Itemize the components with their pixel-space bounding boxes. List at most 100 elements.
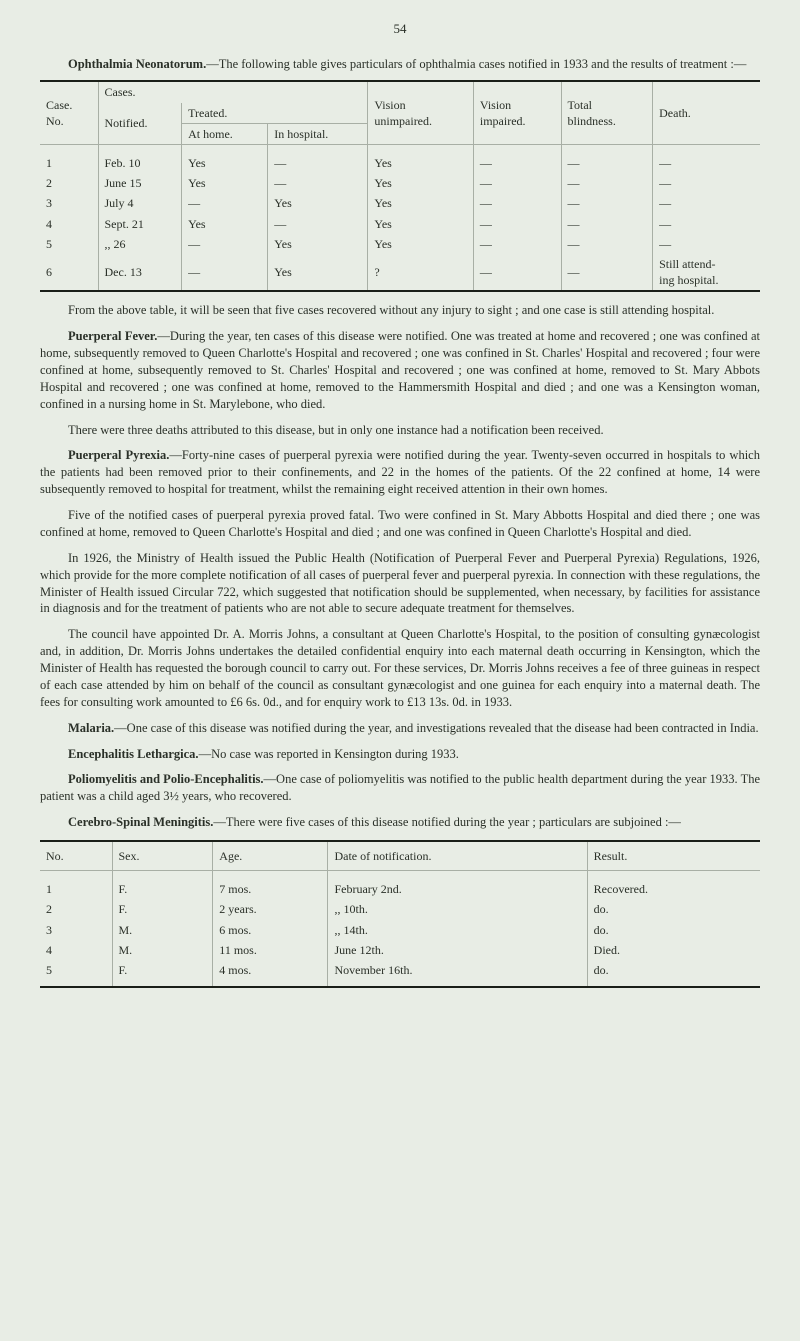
th-cases: Cases.	[98, 81, 368, 102]
table-cell: February 2nd.	[328, 871, 587, 900]
malaria-lead: Malaria.	[68, 721, 114, 735]
table-cell: Yes	[368, 173, 474, 193]
table-cell: M.	[112, 940, 213, 960]
table-cell: M.	[112, 920, 213, 940]
table-cell: —	[653, 193, 760, 213]
table-cell: —	[653, 144, 760, 173]
table-cell: do.	[587, 960, 760, 987]
puerperal-fever-lead: Puerperal Fever.	[68, 329, 157, 343]
ophthalmia-lead: Ophthalmia Neonatorum.	[68, 57, 206, 71]
table-row: 6Dec. 13—Yes?——Still attend- ing hospita…	[40, 254, 760, 291]
table-cell: June 15	[98, 173, 182, 193]
table-cell: 7 mos.	[213, 871, 328, 900]
table-cell: —	[268, 144, 368, 173]
table-cell: —	[473, 214, 561, 234]
puerperal-pyrexia-p1: Puerperal Pyrexia.—Forty-nine cases of p…	[40, 447, 760, 498]
table-cell: Yes	[268, 193, 368, 213]
table-row: 3M.6 mos.,, 14th.do.	[40, 920, 760, 940]
table-cell: 1	[40, 144, 98, 173]
table-cell: Yes	[268, 254, 368, 291]
table-row: 1Feb. 10Yes—Yes———	[40, 144, 760, 173]
table-cell: 2 years.	[213, 899, 328, 919]
table-cell: F.	[112, 871, 213, 900]
table-cell: —	[561, 173, 653, 193]
puerperal-pyrexia-p2: Five of the notified cases of puerperal …	[40, 507, 760, 541]
table-cell: 5	[40, 234, 98, 254]
table-row: 3July 4—YesYes———	[40, 193, 760, 213]
table-cell: July 4	[98, 193, 182, 213]
table-cell: ,, 10th.	[328, 899, 587, 919]
page-number: 54	[40, 20, 760, 38]
table-cell: do.	[587, 920, 760, 940]
table-row: 4Sept. 21Yes—Yes———	[40, 214, 760, 234]
table-cell: Died.	[587, 940, 760, 960]
encephalitis-text: —No case was reported in Kensington duri…	[199, 747, 459, 761]
table-cell: Yes	[368, 234, 474, 254]
table-cell: Still attend- ing hospital.	[653, 254, 760, 291]
table-cell: —	[561, 193, 653, 213]
table-cell: —	[561, 234, 653, 254]
puerperal-pyrexia-lead: Puerperal Pyrexia.	[68, 448, 169, 462]
table-cell: 6	[40, 254, 98, 291]
table-row: 2F.2 years.,, 10th.do.	[40, 899, 760, 919]
table-cell: —	[561, 254, 653, 291]
table-cell: —	[561, 214, 653, 234]
table-cell: F.	[112, 960, 213, 987]
th-total-blind: Total blindness.	[561, 81, 653, 144]
table-cell: Yes	[368, 193, 474, 213]
table-cell: Dec. 13	[98, 254, 182, 291]
table-cell: June 12th.	[328, 940, 587, 960]
table-cell: 4 mos.	[213, 960, 328, 987]
table-cell: 3	[40, 193, 98, 213]
table-row: 4M.11 mos.June 12th.Died.	[40, 940, 760, 960]
table-cell: Yes	[368, 144, 474, 173]
ophthalmia-table: Case. No. Cases. Vision unimpaired. Visi…	[40, 80, 760, 292]
table-cell: 2	[40, 173, 98, 193]
table-cell: 4	[40, 940, 112, 960]
ophthalmia-intro: Ophthalmia Neonatorum.—The following tab…	[40, 56, 760, 73]
th-c-age: Age.	[213, 841, 328, 871]
table-cell: —	[182, 193, 268, 213]
table-cell: ?	[368, 254, 474, 291]
table-cell: 5	[40, 960, 112, 987]
table-cell: —	[561, 144, 653, 173]
table-cell: Yes	[368, 214, 474, 234]
th-at-home: At home.	[182, 123, 268, 144]
th-c-no: No.	[40, 841, 112, 871]
puerperal-fever-p1: Puerperal Fever.—During the year, ten ca…	[40, 328, 760, 412]
cerebro-p1: Cerebro-Spinal Meningitis.—There were fi…	[40, 814, 760, 831]
table-cell: —	[653, 173, 760, 193]
polio-p1: Poliomyelitis and Polio-Encephalitis.—On…	[40, 771, 760, 805]
malaria-p1: Malaria.—One case of this disease was no…	[40, 720, 760, 737]
table-row: 5,, 26—YesYes———	[40, 234, 760, 254]
puerperal-fever-p2: There were three deaths attributed to th…	[40, 422, 760, 439]
encephalitis-p1: Encephalitis Lethargica.—No case was rep…	[40, 746, 760, 763]
th-vision-un: Vision unimpaired.	[368, 81, 474, 144]
th-treated: Treated.	[182, 103, 368, 124]
encephalitis-lead: Encephalitis Lethargica.	[68, 747, 199, 761]
table-cell: 6 mos.	[213, 920, 328, 940]
table-cell: 4	[40, 214, 98, 234]
polio-lead: Poliomyelitis and Polio-Encephalitis.	[68, 772, 264, 786]
table-cell: 1	[40, 871, 112, 900]
th-case-no: Case. No.	[40, 81, 98, 144]
table-cell: —	[473, 193, 561, 213]
table-cell: —	[473, 144, 561, 173]
puerperal-pyrexia-p4: The council have appointed Dr. A. Morris…	[40, 626, 760, 710]
th-c-sex: Sex.	[112, 841, 213, 871]
table-row: 5F.4 mos.November 16th.do.	[40, 960, 760, 987]
table-cell: Yes	[182, 144, 268, 173]
table-cell: —	[473, 254, 561, 291]
table-cell: Sept. 21	[98, 214, 182, 234]
table-cell: F.	[112, 899, 213, 919]
table-cell: 3	[40, 920, 112, 940]
table-cell: —	[182, 234, 268, 254]
table-row: 1F.7 mos.February 2nd.Recovered.	[40, 871, 760, 900]
table-cell: —	[653, 214, 760, 234]
th-notified: Notified.	[98, 103, 182, 145]
table-cell: 11 mos.	[213, 940, 328, 960]
table-cell: November 16th.	[328, 960, 587, 987]
table-cell: Feb. 10	[98, 144, 182, 173]
th-vision-imp: Vision impaired.	[473, 81, 561, 144]
table-cell: Yes	[182, 214, 268, 234]
